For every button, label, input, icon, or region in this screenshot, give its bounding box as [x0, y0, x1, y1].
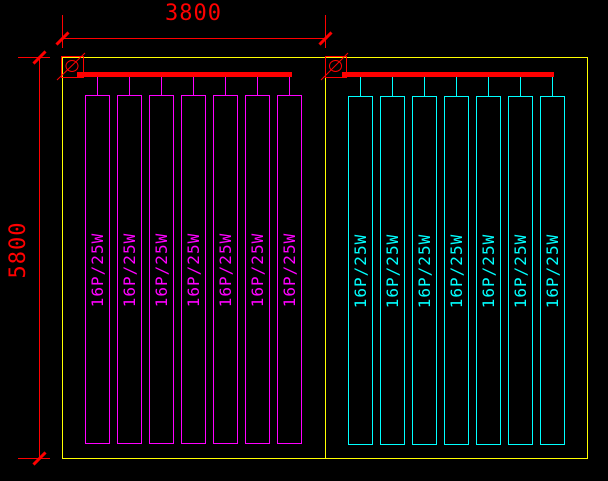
panel: 16P/25W [213, 77, 238, 444]
extension-line-bottom [18, 458, 50, 459]
dimension-line-vertical [39, 57, 40, 458]
panel-stem [456, 77, 457, 96]
panel-group-left: 16P/25W 16P/25W 16P/25W 16P/25W 16P/25W … [85, 77, 302, 444]
panel-stem [225, 77, 226, 95]
panel-label: 16P/25W [510, 233, 530, 308]
panel: 16P/25W [476, 77, 501, 445]
panel-stem [424, 77, 425, 96]
circle-slash-icon [65, 60, 79, 72]
panel-stem [289, 77, 290, 95]
panel-stem [520, 77, 521, 96]
panel-label: 16P/25W [151, 232, 171, 307]
panel-group-right: 16P/25W 16P/25W 16P/25W 16P/25W 16P/25W … [348, 77, 565, 445]
panel: 16P/25W [348, 77, 373, 445]
slash-line [56, 52, 86, 81]
panel-label: 16P/25W [446, 233, 466, 308]
panel: 16P/25W [277, 77, 302, 444]
panel: 16P/25W [85, 77, 110, 444]
panel-stem [161, 77, 162, 95]
panel-label: 16P/25W [478, 233, 498, 308]
symbol-box [325, 56, 347, 78]
extension-line-top [18, 57, 50, 58]
slash-line [320, 52, 349, 81]
panel-stem [97, 77, 98, 95]
panel-label: 16P/25W [350, 233, 370, 308]
panel-stem [193, 77, 194, 95]
panel-label: 16P/25W [215, 232, 235, 307]
panel-stem [129, 77, 130, 95]
dimension-width-label: 3800 [165, 1, 222, 26]
extension-line-right [325, 15, 326, 48]
panel-label: 16P/25W [247, 232, 267, 307]
panel: 16P/25W [245, 77, 270, 444]
busbar-left [77, 72, 292, 77]
circle-slash-icon [329, 60, 342, 72]
panel-label: 16P/25W [382, 233, 402, 308]
panel-stem [488, 77, 489, 96]
panel: 16P/25W [508, 77, 533, 445]
panel: 16P/25W [540, 77, 565, 445]
panel: 16P/25W [380, 77, 405, 445]
panel-stem [360, 77, 361, 96]
panel-label: 16P/25W [279, 232, 299, 307]
distribution-box-symbol [56, 52, 86, 81]
busbar-right [342, 72, 554, 77]
dimension-line-horizontal [62, 38, 325, 39]
panel-label: 16P/25W [542, 233, 562, 308]
panel-label: 16P/25W [119, 232, 139, 307]
distribution-box-symbol [320, 52, 349, 81]
panel: 16P/25W [117, 77, 142, 444]
extension-line-left [62, 15, 63, 48]
panel: 16P/25W [149, 77, 174, 444]
panel-stem [392, 77, 393, 96]
panel-label: 16P/25W [414, 233, 434, 308]
symbol-box [61, 56, 84, 78]
panel-stem [257, 77, 258, 95]
panel: 16P/25W [181, 77, 206, 444]
panel-label: 16P/25W [183, 232, 203, 307]
panel-label: 16P/25W [87, 232, 107, 307]
panel: 16P/25W [412, 77, 437, 445]
panel-stem [552, 77, 553, 96]
dimension-height-label: 5800 [6, 221, 31, 279]
panel: 16P/25W [444, 77, 469, 445]
bay-divider [325, 57, 326, 459]
